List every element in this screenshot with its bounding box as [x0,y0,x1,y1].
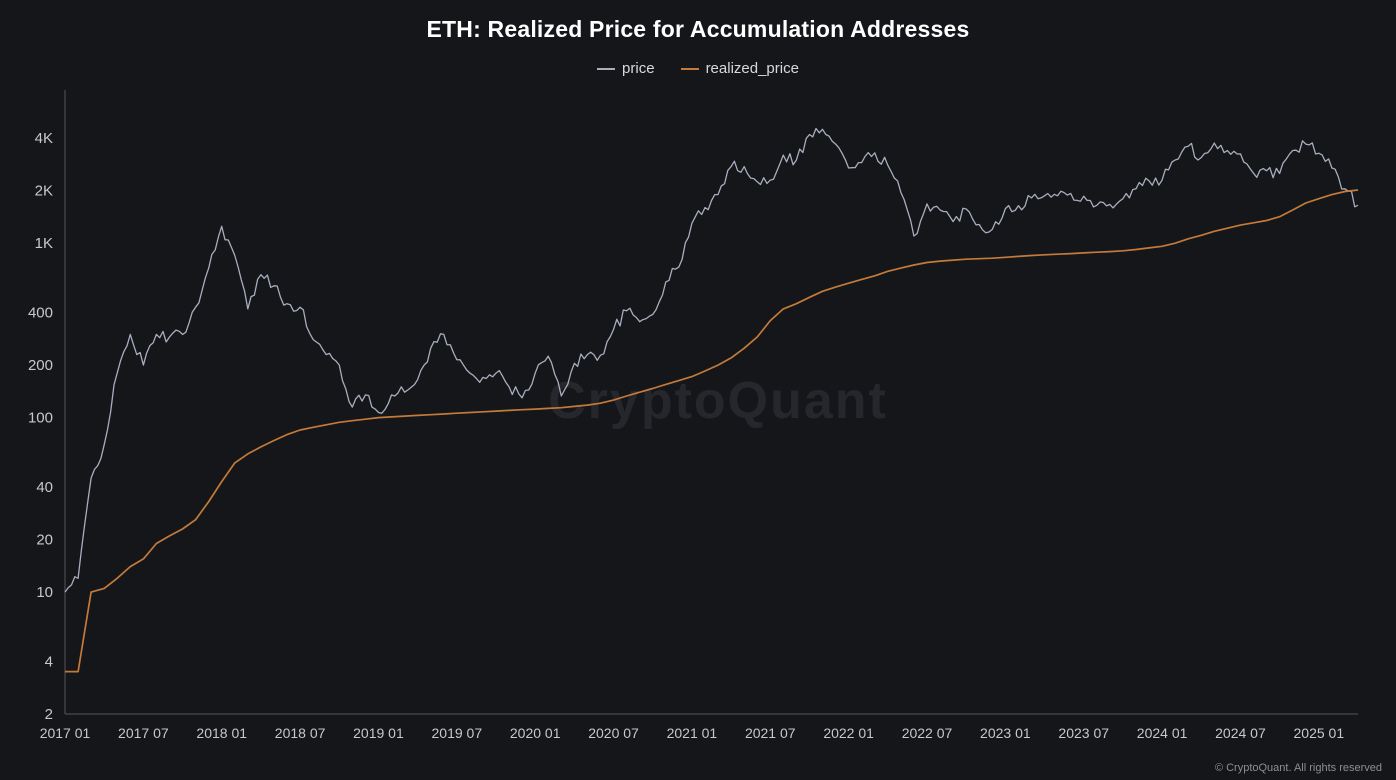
x-axis-tick-label: 2023 07 [1058,725,1109,741]
y-axis-tick-label: 10 [36,584,53,601]
x-axis-tick-label: 2019 07 [432,725,483,741]
x-axis-tick-label: 2018 01 [196,725,247,741]
y-axis-tick-label: 1K [35,235,53,252]
x-axis-tick-label: 2022 07 [902,725,953,741]
x-axis-tick-label: 2019 01 [353,725,404,741]
x-axis-tick-label: 2021 07 [745,725,796,741]
copyright-text: © CryptoQuant. All rights reserved [1214,762,1382,774]
x-axis-tick-label: 2017 07 [118,725,169,741]
watermark: CryptoQuant [548,372,888,430]
x-axis-tick-label: 2024 01 [1137,725,1188,741]
x-axis-tick-label: 2020 01 [510,725,561,741]
y-axis-tick-label: 100 [28,410,53,427]
y-axis-tick-label: 4K [35,130,53,147]
y-axis-tick-label: 200 [28,357,53,374]
y-axis-tick-label: 2K [35,183,53,200]
x-axis-tick-label: 2022 01 [823,725,874,741]
y-axis-tick-label: 40 [36,479,53,496]
chart-title: ETH: Realized Price for Accumulation Add… [426,16,970,42]
y-axis-tick-label: 4 [45,653,53,670]
x-axis-tick-label: 2024 07 [1215,725,1266,741]
x-axis-tick-label: 2017 01 [40,725,91,741]
legend: price realized_price [0,60,1396,77]
y-axis-tick-label: 20 [36,532,53,549]
realized-price-line [65,189,1359,673]
legend-item-realized-price[interactable]: realized_price [680,60,799,77]
x-axis-tick-label: 2025 01 [1294,725,1345,741]
x-axis-tick-label: 2023 01 [980,725,1031,741]
x-axis-tick-label: 2021 01 [667,725,718,741]
x-axis-tick-label: 2020 07 [588,725,639,741]
realized-price-line-swatch-icon [680,67,699,70]
x-axis-tick-label: 2018 07 [275,725,326,741]
price-line [64,127,1359,593]
y-axis-tick-label: 2 [45,706,53,723]
price-line-swatch-icon [597,67,616,70]
legend-item-price[interactable]: price [597,60,655,77]
legend-label-price: price [622,60,655,77]
y-axis-tick-label: 400 [28,305,53,322]
legend-label-realized-price: realized_price [705,60,799,77]
